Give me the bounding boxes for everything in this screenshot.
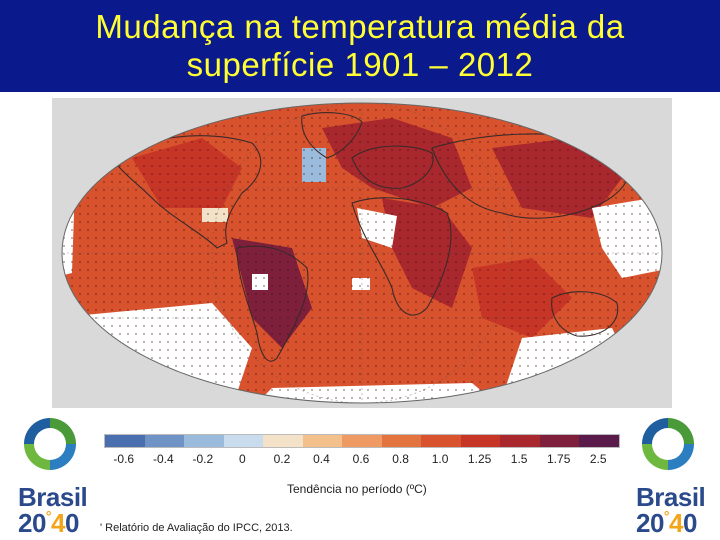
logo-brand-text: Brasil <box>636 482 706 512</box>
legend-colorbar <box>104 434 620 448</box>
legend-tick-label: 0.2 <box>273 452 291 466</box>
legend-swatch <box>263 435 303 447</box>
temperature-change-map <box>52 98 672 408</box>
world-map-svg <box>52 98 672 408</box>
legend-swatch <box>342 435 382 447</box>
logo-brand-text: Brasil <box>18 482 88 512</box>
outline-north-america <box>111 135 262 249</box>
legend-swatch <box>302 435 343 447</box>
recycle-arrows-icon <box>20 414 80 474</box>
legend-swatch <box>539 435 580 447</box>
legend-tick-label: 0 <box>239 452 246 466</box>
recycle-arrows-icon <box>638 414 698 474</box>
legend-swatch <box>144 435 185 447</box>
source-citation: ' Relatório de Avaliação do IPCC, 2013. <box>100 522 293 534</box>
legend-tick-label: 0.6 <box>352 452 370 466</box>
outline-greenland <box>301 112 363 159</box>
outline-europe <box>351 145 434 189</box>
map-graticule <box>62 103 662 403</box>
legend-tick-label: 0.8 <box>392 452 409 466</box>
outline-asia <box>431 133 631 219</box>
legend-tick-label: -0.4 <box>152 452 174 466</box>
legend-swatch <box>460 435 501 447</box>
legend-tick-label: 1.75 <box>547 452 571 466</box>
legend-tick-label: -0.6 <box>113 452 135 466</box>
legend-swatch <box>579 435 619 447</box>
continent-outlines <box>111 112 631 362</box>
legend-tick-label: 1.5 <box>510 452 528 466</box>
legend-swatch <box>105 435 145 447</box>
slide-title-line-1: Mudança na temperatura média da <box>95 8 625 45</box>
legend-title: Tendência no período (ºC) <box>287 482 427 496</box>
legend-tick-label: 0.4 <box>313 452 330 466</box>
legend-swatch <box>500 435 540 447</box>
legend-swatch <box>421 435 461 447</box>
logo-year-text: 20°40 <box>18 508 79 538</box>
brasil-2040-logo-left: Brasil 20°40 <box>6 408 102 538</box>
title-bar: Mudança na temperatura média da superfíc… <box>0 0 720 92</box>
legend-tick-label: 2.5 <box>589 452 607 466</box>
legend-tick-label: 1.25 <box>467 452 492 466</box>
globe-outline <box>61 102 663 404</box>
slide-title-line-2: superfície 1901 – 2012 <box>186 46 534 83</box>
legend-swatch <box>184 435 224 447</box>
legend-swatch <box>223 435 264 447</box>
brasil-2040-logo-right: Brasil 20°40 <box>624 408 720 538</box>
outline-africa <box>351 197 452 316</box>
outline-australia <box>551 291 619 337</box>
legend-panel: -0.6 -0.4 -0.2 0 0.2 0.4 0.6 0.8 1.0 1.25 1.5 1.75 2… <box>0 408 720 540</box>
legend-tick-label: -0.2 <box>192 452 214 466</box>
logo-year-text: 20°40 <box>636 508 697 538</box>
legend-tick-label: 1.0 <box>431 452 449 466</box>
legend-swatch <box>381 435 422 447</box>
outline-south-america <box>236 245 309 362</box>
